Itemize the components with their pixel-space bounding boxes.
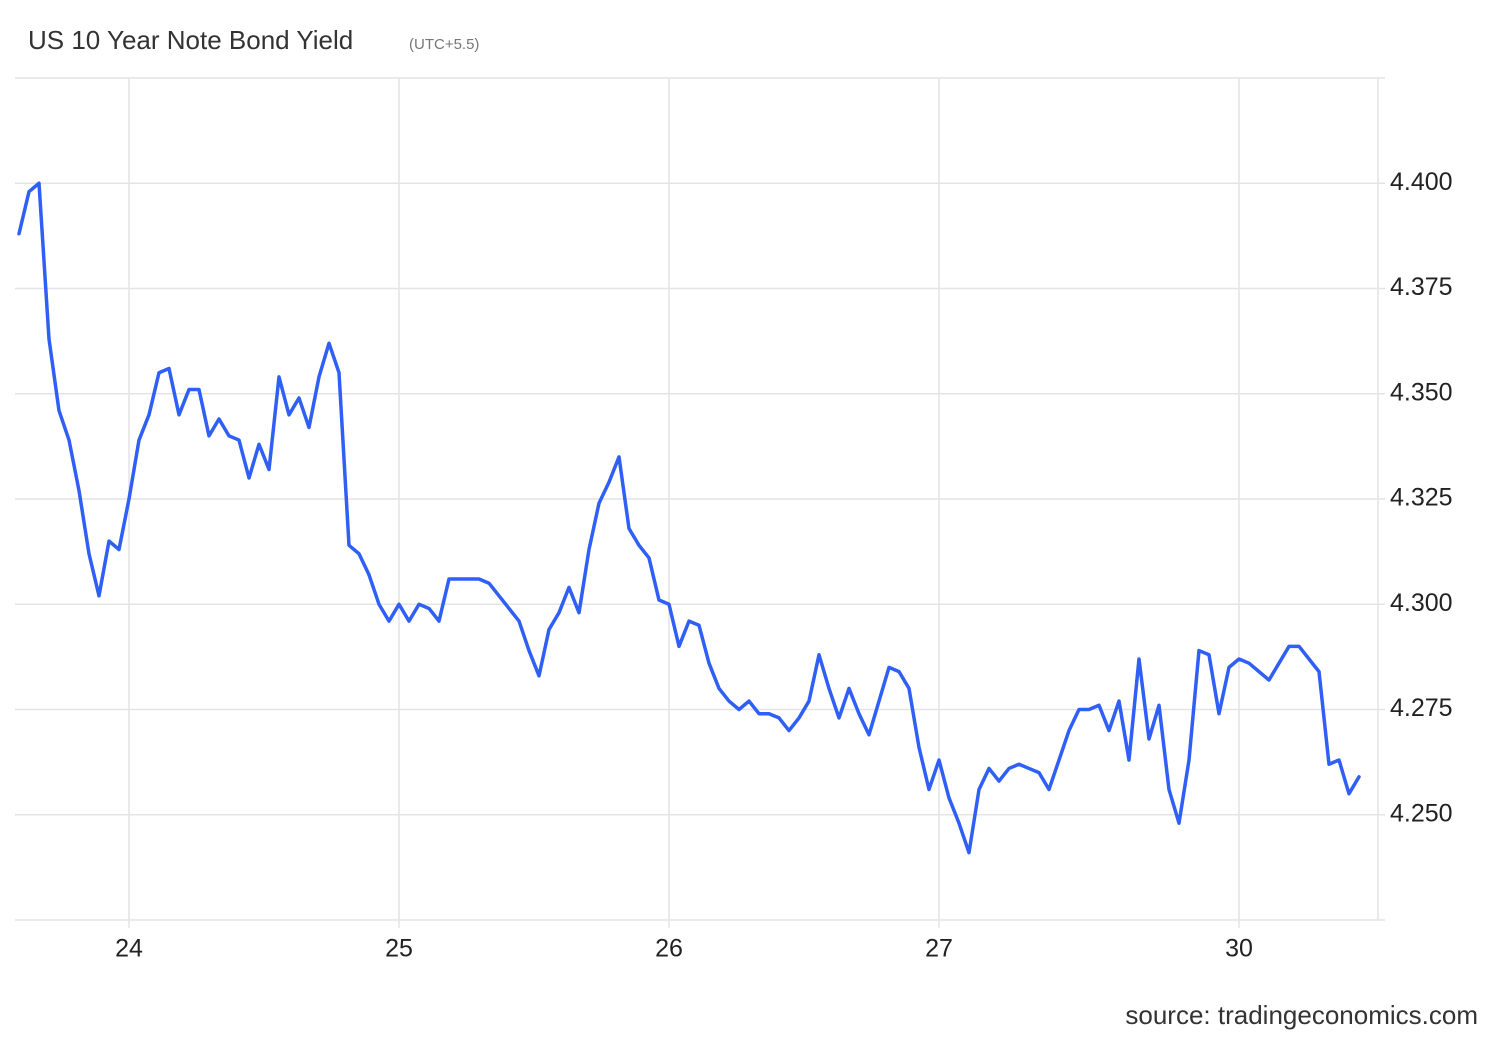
x-tick-label: 24 xyxy=(115,935,143,963)
x-tick-label: 25 xyxy=(385,935,413,963)
y-tick-label: 4.275 xyxy=(1390,694,1453,722)
y-tick-label: 4.300 xyxy=(1390,589,1453,617)
x-tick-label: 27 xyxy=(925,935,953,963)
source-note: source: tradingeconomics.com xyxy=(1125,1000,1478,1030)
y-tick-label: 4.325 xyxy=(1390,484,1453,512)
data-line xyxy=(17,181,1361,855)
y-tick-label: 4.400 xyxy=(1390,168,1453,196)
chart-title: US 10 Year Note Bond Yield xyxy=(28,25,353,55)
chart-subtitle: (UTC+5.5) xyxy=(409,36,479,53)
y-tick-label: 4.350 xyxy=(1390,378,1453,406)
x-tick-label: 30 xyxy=(1225,935,1253,963)
y-tick-label: 4.375 xyxy=(1390,273,1453,301)
y-tick-label: 4.250 xyxy=(1390,799,1453,827)
x-tick-label: 26 xyxy=(655,935,683,963)
